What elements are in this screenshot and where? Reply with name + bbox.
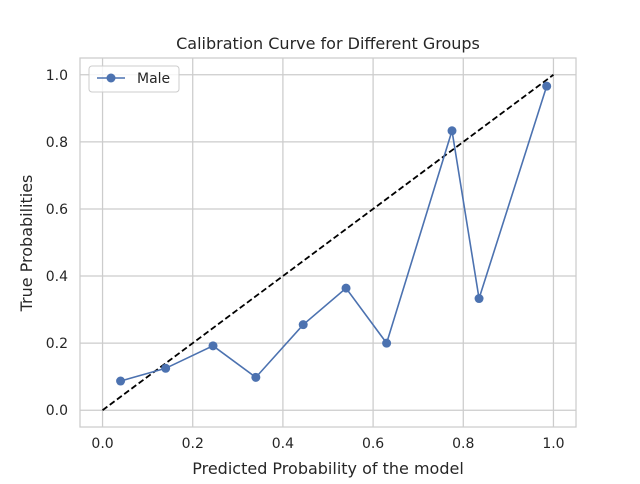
reference-line-group: [102, 74, 554, 411]
data-point: [542, 81, 552, 91]
data-point: [116, 376, 126, 386]
x-tick-label: 0.8: [452, 436, 474, 452]
x-tick-label: 0.0: [91, 436, 113, 452]
data-point: [474, 294, 484, 304]
grid-lines: [80, 58, 576, 427]
perfect-calibration-line: [102, 74, 554, 411]
data-point: [298, 320, 308, 330]
series-group: [116, 81, 552, 386]
series-line-male: [120, 85, 548, 382]
y-tick-label: 0.4: [46, 269, 68, 285]
legend-marker: [106, 73, 116, 83]
chart-title: Calibration Curve for Different Groups: [176, 34, 480, 53]
data-point: [161, 363, 171, 373]
data-point: [447, 126, 457, 136]
data-point: [341, 283, 351, 293]
legend-label-male: Male: [137, 71, 170, 87]
x-tick-label: 0.6: [362, 436, 384, 452]
legend-box: [88, 65, 180, 93]
x-tick-label: 1.0: [542, 436, 564, 452]
x-tick-label: 0.4: [272, 436, 294, 452]
data-point: [208, 341, 218, 351]
y-tick-label: 0.8: [46, 135, 68, 151]
data-point: [382, 338, 392, 348]
y-tick-label: 0.2: [46, 336, 68, 352]
data-point: [251, 372, 261, 382]
x-tick-label: 0.2: [182, 436, 204, 452]
y-axis-label: True Probabilities: [17, 175, 36, 313]
y-tick-label: 1.0: [46, 68, 68, 84]
tick-labels: 0.0 0.2 0.4 0.6 0.8 1.0 0.0 0.2 0.4 0.6 0.8 1.0: [46, 68, 565, 452]
x-axis-label: Predicted Probability of the model: [192, 459, 464, 478]
legend: Male: [88, 65, 180, 93]
y-tick-label: 0.0: [46, 403, 68, 419]
y-tick-label: 0.6: [46, 202, 68, 218]
